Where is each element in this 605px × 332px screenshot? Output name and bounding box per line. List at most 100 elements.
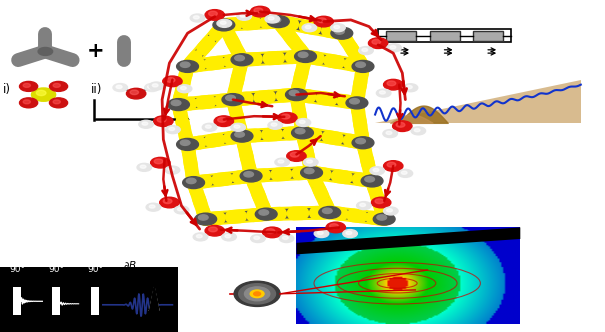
Circle shape xyxy=(53,100,60,104)
Circle shape xyxy=(295,50,316,62)
Circle shape xyxy=(296,119,310,126)
Text: 90°: 90° xyxy=(9,265,25,274)
Circle shape xyxy=(268,17,274,20)
Bar xyxy=(0,267,178,332)
Circle shape xyxy=(254,236,260,239)
Circle shape xyxy=(36,90,46,96)
Circle shape xyxy=(326,222,345,233)
Circle shape xyxy=(259,210,269,215)
Circle shape xyxy=(290,152,299,157)
Circle shape xyxy=(384,161,403,171)
Circle shape xyxy=(149,82,164,90)
Circle shape xyxy=(278,113,297,123)
Circle shape xyxy=(370,167,385,175)
Circle shape xyxy=(390,45,396,49)
Circle shape xyxy=(146,203,161,211)
Circle shape xyxy=(235,55,244,61)
Circle shape xyxy=(195,213,217,225)
Circle shape xyxy=(177,85,192,93)
Circle shape xyxy=(360,203,365,207)
Circle shape xyxy=(244,287,270,301)
Polygon shape xyxy=(149,287,159,310)
Circle shape xyxy=(362,48,368,51)
Circle shape xyxy=(180,62,190,67)
Circle shape xyxy=(113,84,128,92)
Circle shape xyxy=(383,129,397,137)
Circle shape xyxy=(116,85,122,89)
Circle shape xyxy=(154,116,173,126)
Circle shape xyxy=(254,8,263,13)
Circle shape xyxy=(376,89,391,97)
Circle shape xyxy=(165,166,180,174)
Circle shape xyxy=(283,236,288,239)
Circle shape xyxy=(387,81,396,86)
Circle shape xyxy=(137,163,152,171)
Circle shape xyxy=(240,14,246,17)
Circle shape xyxy=(235,132,244,137)
Circle shape xyxy=(197,235,202,238)
Circle shape xyxy=(401,171,407,174)
Circle shape xyxy=(126,88,146,99)
Circle shape xyxy=(304,168,314,174)
Circle shape xyxy=(166,125,180,133)
Circle shape xyxy=(38,47,53,55)
Circle shape xyxy=(306,26,311,29)
Circle shape xyxy=(217,21,226,26)
Circle shape xyxy=(160,197,179,208)
Bar xyxy=(386,31,416,41)
Circle shape xyxy=(220,21,226,24)
Circle shape xyxy=(171,100,181,106)
Circle shape xyxy=(301,167,322,179)
Circle shape xyxy=(411,127,425,135)
Circle shape xyxy=(157,118,166,122)
Circle shape xyxy=(302,24,316,32)
Circle shape xyxy=(371,197,391,208)
Circle shape xyxy=(19,81,38,91)
Text: 90°: 90° xyxy=(48,265,64,274)
Bar xyxy=(430,31,460,41)
Bar xyxy=(91,287,99,315)
Circle shape xyxy=(19,98,38,108)
Circle shape xyxy=(209,227,217,232)
Circle shape xyxy=(271,123,277,126)
Circle shape xyxy=(23,100,30,104)
Circle shape xyxy=(343,229,358,237)
Circle shape xyxy=(205,225,224,236)
Circle shape xyxy=(231,123,246,131)
Circle shape xyxy=(379,91,385,94)
Circle shape xyxy=(198,215,208,220)
Circle shape xyxy=(177,208,183,211)
Circle shape xyxy=(206,125,211,128)
Circle shape xyxy=(275,158,289,166)
Circle shape xyxy=(154,159,163,164)
Circle shape xyxy=(387,209,393,212)
Circle shape xyxy=(346,97,368,109)
Circle shape xyxy=(237,12,252,20)
Circle shape xyxy=(365,177,374,182)
Circle shape xyxy=(250,6,270,17)
Circle shape xyxy=(190,14,204,22)
Circle shape xyxy=(356,202,371,209)
Circle shape xyxy=(377,215,387,220)
Circle shape xyxy=(368,38,388,48)
Circle shape xyxy=(202,123,217,131)
Circle shape xyxy=(295,128,305,134)
Circle shape xyxy=(298,52,308,57)
Circle shape xyxy=(331,27,353,39)
Circle shape xyxy=(53,83,60,87)
Circle shape xyxy=(240,170,262,182)
Circle shape xyxy=(177,138,198,150)
Circle shape xyxy=(266,229,275,233)
Circle shape xyxy=(387,44,401,52)
Text: i): i) xyxy=(3,83,11,96)
Circle shape xyxy=(319,207,341,218)
Circle shape xyxy=(393,121,412,131)
Circle shape xyxy=(287,151,306,161)
Circle shape xyxy=(163,76,182,87)
Polygon shape xyxy=(149,286,159,311)
Circle shape xyxy=(180,86,186,90)
Circle shape xyxy=(335,29,344,34)
Circle shape xyxy=(384,79,403,90)
Circle shape xyxy=(205,10,224,20)
Text: $\partial z$: $\partial z$ xyxy=(123,286,137,296)
